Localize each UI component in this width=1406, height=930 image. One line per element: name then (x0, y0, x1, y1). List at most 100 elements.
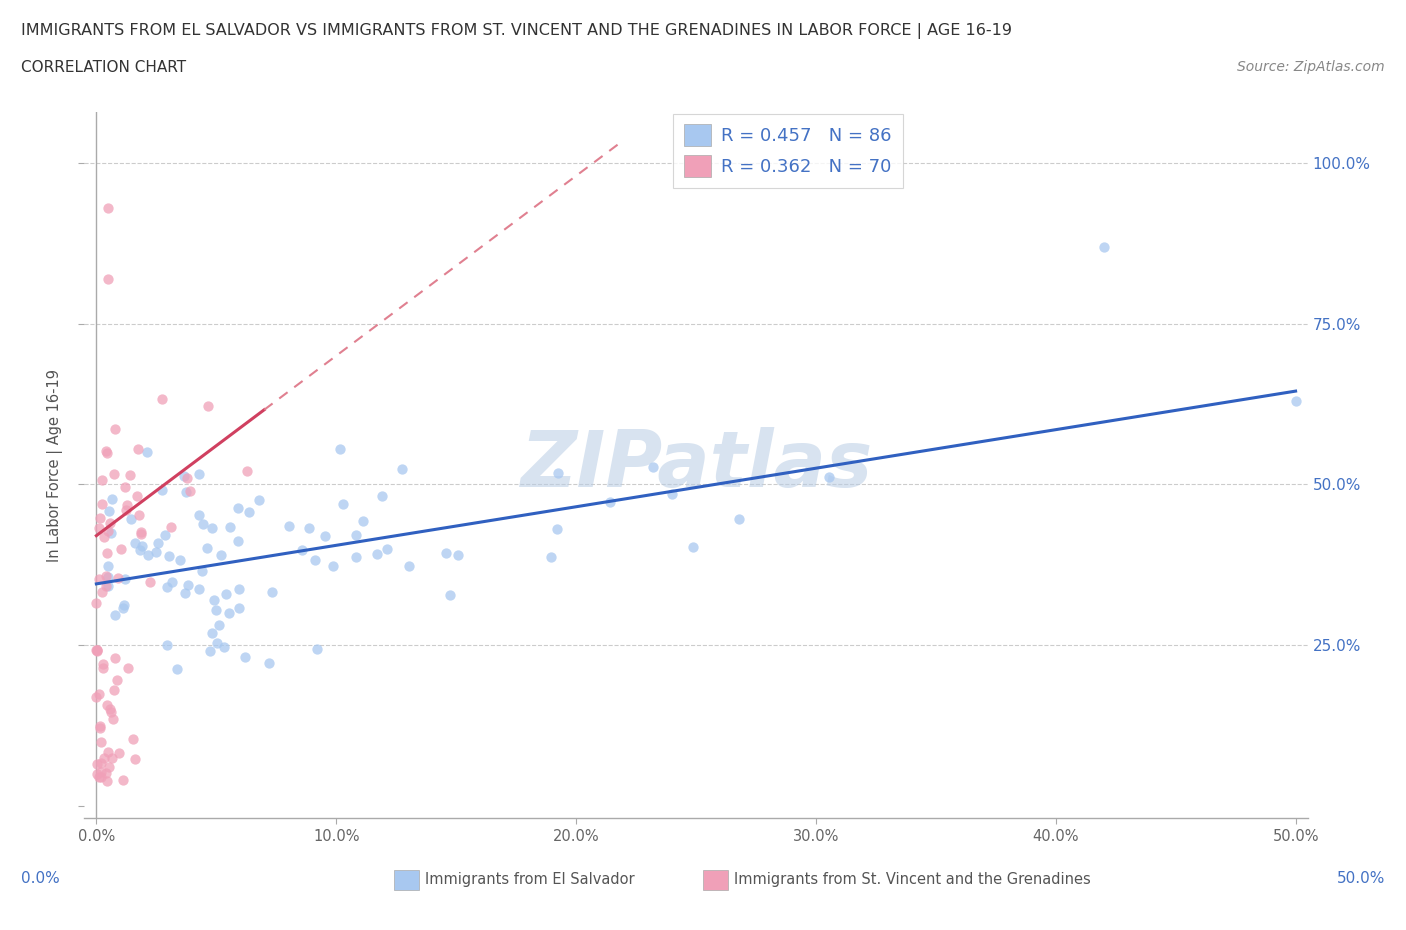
Point (107, 746, 129, 761)
Point (103, 683, 125, 698)
Point (218, 605, 240, 620)
Point (129, 543, 152, 558)
Point (153, 527, 176, 542)
Point (228, 534, 250, 549)
Point (87, 521, 110, 536)
Point (207, 636, 229, 651)
Point (93, 660, 115, 675)
Point (200, 644, 222, 658)
Point (375, 541, 398, 556)
Text: IMMIGRANTS FROM EL SALVADOR VS IMMIGRANTS FROM ST. VINCENT AND THE GRENADINES IN: IMMIGRANTS FROM EL SALVADOR VS IMMIGRANT… (21, 23, 1012, 39)
Point (215, 587, 238, 602)
Point (191, 516, 214, 531)
Point (157, 549, 180, 564)
Point (332, 497, 354, 512)
Point (156, 580, 179, 595)
Point (344, 527, 367, 542)
Point (179, 484, 201, 498)
Point (128, 508, 150, 523)
Point (187, 581, 209, 596)
Point (398, 559, 420, 574)
Point (209, 548, 232, 563)
Point (236, 464, 259, 479)
Point (96, 444, 118, 458)
Point (278, 519, 301, 534)
Point (96, 773, 118, 788)
Point (174, 586, 197, 601)
Point (124, 751, 146, 766)
Point (188, 466, 211, 481)
Point (112, 772, 135, 787)
Point (641, 459, 664, 474)
Point (89, 721, 111, 736)
Point (257, 656, 280, 671)
Point (91, 657, 114, 671)
Point (89, 718, 111, 733)
Point (204, 603, 226, 618)
Point (87, 571, 110, 586)
Point (249, 493, 271, 508)
Point (174, 485, 197, 499)
Point (90, 497, 112, 512)
Point (391, 461, 413, 476)
Point (160, 575, 183, 590)
Point (148, 536, 170, 551)
Point (447, 547, 470, 562)
Point (89, 769, 111, 784)
Point (93, 530, 115, 545)
Point (93, 751, 115, 765)
Point (117, 660, 139, 675)
Point (89, 769, 111, 784)
Point (91, 472, 114, 487)
Point (112, 600, 135, 615)
Point (169, 553, 191, 568)
Point (218, 519, 240, 534)
Point (228, 601, 250, 616)
Point (344, 550, 367, 565)
Point (97, 559, 120, 574)
Text: Immigrants from St. Vincent and the Grenadines: Immigrants from St. Vincent and the Gren… (734, 872, 1091, 887)
Point (297, 521, 319, 536)
Point (208, 618, 231, 633)
Point (166, 661, 188, 676)
Text: ZIPatlas: ZIPatlas (520, 427, 872, 503)
Point (238, 504, 260, 519)
Point (107, 571, 129, 586)
Point (547, 466, 569, 481)
Y-axis label: In Labor Force | Age 16-19: In Labor Force | Age 16-19 (46, 368, 63, 562)
Point (86, 595, 108, 610)
Point (599, 495, 621, 510)
Point (366, 547, 388, 562)
Point (262, 585, 284, 600)
Point (114, 502, 136, 517)
Point (131, 539, 153, 554)
Point (322, 558, 344, 573)
Point (177, 578, 200, 593)
Point (100, 525, 122, 540)
Point (136, 548, 159, 563)
Point (129, 527, 152, 542)
Point (197, 398, 219, 413)
Point (91, 584, 114, 599)
Point (212, 640, 235, 655)
Point (129, 525, 152, 539)
Point (96, 546, 118, 561)
Point (728, 512, 751, 526)
Point (145, 544, 167, 559)
Point (86, 756, 108, 771)
Point (100, 704, 122, 719)
Point (104, 421, 127, 436)
Point (86, 689, 108, 704)
Point (661, 487, 683, 502)
Point (127, 489, 149, 504)
Point (1092, 239, 1115, 254)
Point (115, 498, 138, 512)
Point (190, 564, 212, 578)
Point (97, 201, 120, 216)
Point (304, 552, 326, 567)
Point (98, 503, 121, 518)
Point (127, 442, 149, 457)
Point (114, 571, 136, 586)
Point (540, 550, 562, 565)
Point (195, 540, 218, 555)
